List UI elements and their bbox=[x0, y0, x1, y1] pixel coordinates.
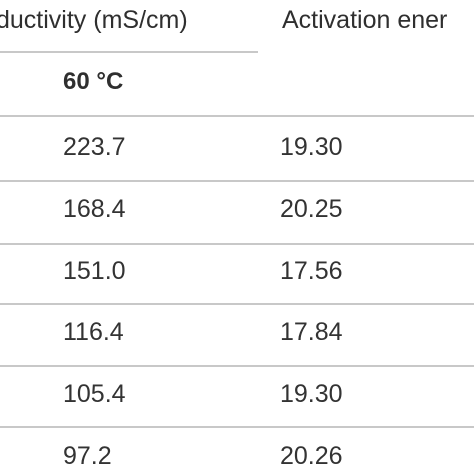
cell-activation-energy: 19.30 bbox=[280, 133, 343, 161]
row-divider bbox=[0, 243, 474, 245]
header-group-rule bbox=[0, 51, 258, 53]
cell-activation-energy: 17.84 bbox=[280, 318, 343, 346]
cell-conductivity: 97.2 bbox=[63, 442, 112, 470]
cell-activation-energy: 19.30 bbox=[280, 380, 343, 408]
cell-conductivity: 151.0 bbox=[63, 257, 126, 285]
cell-activation-energy: 20.25 bbox=[280, 195, 343, 223]
row-divider bbox=[0, 180, 474, 182]
header-bottom-rule bbox=[0, 115, 474, 117]
cell-activation-energy: 20.26 bbox=[280, 442, 343, 470]
row-divider bbox=[0, 426, 474, 428]
subheader-60c: 60 °C bbox=[63, 68, 124, 95]
row-divider bbox=[0, 365, 474, 367]
cell-activation-energy: 17.56 bbox=[280, 257, 343, 285]
cell-conductivity: 168.4 bbox=[63, 195, 126, 223]
row-divider bbox=[0, 303, 474, 305]
cell-conductivity: 116.4 bbox=[63, 318, 124, 346]
header-activation-energy: Activation ener bbox=[282, 6, 448, 34]
cell-conductivity: 223.7 bbox=[63, 133, 126, 161]
cell-conductivity: 105.4 bbox=[63, 380, 126, 408]
header-conductivity: ductivity (mS/cm) bbox=[0, 6, 188, 34]
